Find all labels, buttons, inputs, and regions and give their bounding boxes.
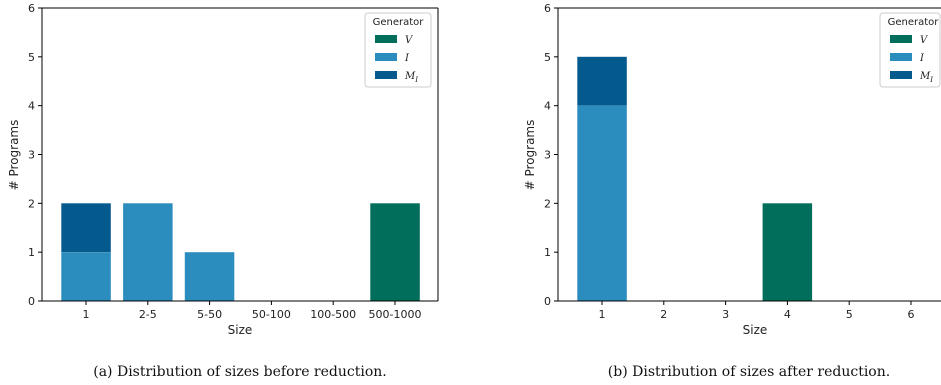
y-tick-label-b-3: 3 xyxy=(544,149,551,162)
x-tick-label-b-4: 4 xyxy=(784,308,791,321)
axes-b: 0 1 2 3 4 5 6 1 2 3 4 5 6 xyxy=(544,2,941,321)
y-tick-label-a-0: 0 xyxy=(28,295,35,308)
caption-a: (a) Distribution of sizes before reducti… xyxy=(93,364,386,380)
axes-a: 0 1 2 3 4 5 6 1 2-5 5-50 50-100 100-500 500-1000 xyxy=(28,2,439,321)
x-tick-label-a-100-500: 100-500 xyxy=(310,308,356,321)
legend-box-a xyxy=(364,12,432,88)
legend-swatch-a-V xyxy=(375,35,397,43)
y-tick-label-b-1: 1 xyxy=(544,246,551,259)
legend-swatch-a-I xyxy=(375,53,397,61)
y-tick-label-a-3: 3 xyxy=(28,149,35,162)
legend-label-a-M_I: MI xyxy=(404,71,418,84)
legend-a: Generator VI MI xyxy=(364,12,432,88)
y-tick-label-b-5: 5 xyxy=(544,51,551,64)
x-tick-label-a-2-5: 2-5 xyxy=(139,308,157,321)
y-tick-label-b-6: 6 xyxy=(544,2,551,15)
legend-label-a-I: I xyxy=(404,53,410,64)
y-tick-label-a-6: 6 xyxy=(28,2,35,15)
bar-a-2-5-I xyxy=(123,203,173,301)
bar-b-1-M_I xyxy=(577,56,627,106)
legend-label-b-M_I: MI xyxy=(919,71,933,84)
y-tick-label-a-1: 1 xyxy=(28,246,35,259)
legend-label-b-I: I xyxy=(919,53,925,64)
x-tick-label-a-500-1000: 500-1000 xyxy=(369,308,422,321)
bars-b xyxy=(577,56,813,301)
chart-panel-a: 0 1 2 3 4 5 6 1 2-5 5-50 50-100 100-500 500-1000 Siz… xyxy=(7,2,439,380)
y-axis-label-a: # Programs xyxy=(7,120,21,191)
x-tick-label-b-2: 2 xyxy=(660,308,667,321)
y-tick-label-a-2: 2 xyxy=(28,197,35,210)
bar-a-1-I xyxy=(61,252,111,301)
legend-swatch-a-M_I xyxy=(375,71,397,79)
y-tick-label-a-5: 5 xyxy=(28,51,35,64)
legend-title-a: Generator xyxy=(373,17,425,28)
y-tick-label-b-0: 0 xyxy=(544,295,551,308)
x-tick-label-a-50-100: 50-100 xyxy=(252,308,291,321)
x-tick-label-a-1: 1 xyxy=(83,308,90,321)
legend-swatch-b-V xyxy=(890,35,912,43)
legend-box-b xyxy=(879,12,941,88)
x-tick-label-a-5-50: 5-50 xyxy=(197,308,222,321)
legend-swatch-b-M_I xyxy=(890,71,912,79)
bar-b-4-V xyxy=(762,203,813,301)
caption-b: (b) Distribution of sizes after reductio… xyxy=(608,364,890,380)
x-tick-label-b-3: 3 xyxy=(722,308,729,321)
y-tick-label-b-4: 4 xyxy=(544,100,551,113)
y-tick-label-b-2: 2 xyxy=(544,197,551,210)
legend-swatch-b-I xyxy=(890,53,912,61)
x-tick-label-b-5: 5 xyxy=(846,308,853,321)
y-tick-label-a-4: 4 xyxy=(28,100,35,113)
bar-a-1-M_I xyxy=(61,203,111,253)
legend-b: Generator VI MI xyxy=(879,12,941,88)
bar-a-5-50-I xyxy=(184,252,235,301)
bar-b-1-I xyxy=(577,105,627,301)
x-axis-label-a: Size xyxy=(228,323,253,337)
x-axis-label-b: Size xyxy=(743,323,768,337)
legend-title-b: Generator xyxy=(888,17,940,28)
y-axis-label-b: # Programs xyxy=(523,120,537,191)
bar-a-500-1000-V xyxy=(370,203,420,301)
bars-a xyxy=(61,203,420,301)
x-tick-label-b-1: 1 xyxy=(599,308,606,321)
legend-label-b-V: V xyxy=(920,35,929,46)
x-tick-label-b-6: 6 xyxy=(908,308,915,321)
legend-label-a-V: V xyxy=(405,35,414,46)
chart-panel-b: 0 1 2 3 4 5 6 1 2 3 4 5 6 Size # Programs Generator V… xyxy=(523,2,941,380)
